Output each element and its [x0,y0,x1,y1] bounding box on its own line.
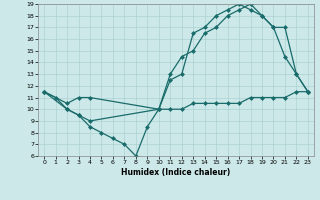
X-axis label: Humidex (Indice chaleur): Humidex (Indice chaleur) [121,168,231,177]
